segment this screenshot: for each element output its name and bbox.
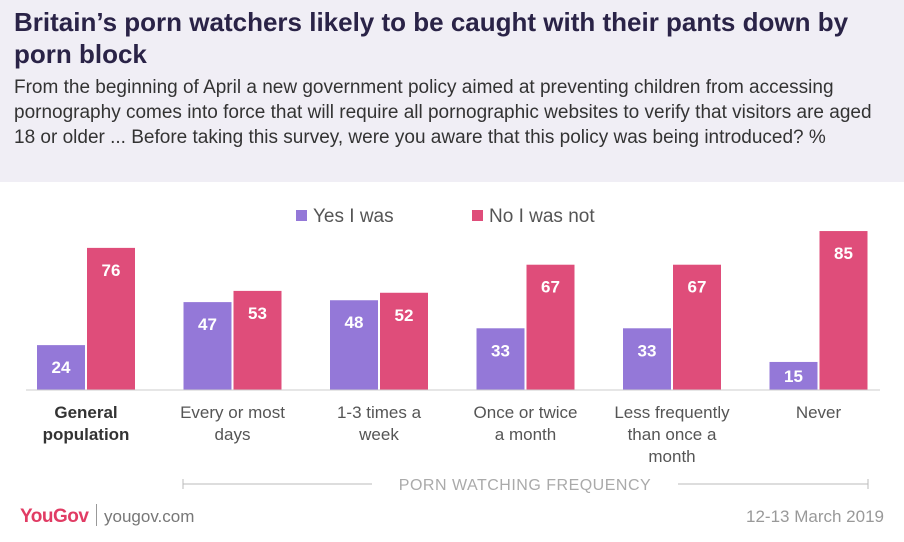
legend-swatch-no xyxy=(472,210,483,221)
category-label-line: Once or twice xyxy=(474,403,578,422)
legend-label-yes: Yes I was xyxy=(313,206,394,227)
value-label-yes-0: 24 xyxy=(52,358,71,377)
category-label-line: Every or most xyxy=(180,403,285,422)
category-label-line: 1-3 times a xyxy=(337,403,422,422)
bar-yes-2 xyxy=(330,300,378,390)
survey-date: 12-13 March 2019 xyxy=(746,507,884,526)
category-label-line: a month xyxy=(495,425,556,444)
header-band: Britain’s porn watchers likely to be cau… xyxy=(0,0,904,182)
category-label-line: week xyxy=(358,425,399,444)
bar-no-4 xyxy=(673,264,721,390)
bar-yes-3 xyxy=(476,328,525,390)
category-label-5: Never xyxy=(796,403,842,422)
category-label-line: Less frequently xyxy=(614,403,730,422)
category-label-0: General population xyxy=(43,403,130,444)
yougov-logo: YouGov xyxy=(20,506,89,527)
value-label-yes-2: 48 xyxy=(345,313,364,332)
category-label-2: 1-3 times a week xyxy=(337,403,422,444)
value-label-yes-4: 33 xyxy=(638,341,657,360)
value-label-no-3: 67 xyxy=(541,278,560,297)
category-label-line: Never xyxy=(796,403,842,422)
bars-group: 24 76 47 53 48 52 33 67 33 67 15 85 xyxy=(37,231,868,390)
section-bracket: PORN WATCHING FREQUENCY xyxy=(182,477,869,494)
value-label-no-0: 76 xyxy=(102,261,121,280)
value-label-yes-5: 15 xyxy=(784,367,803,386)
value-label-no-1: 53 xyxy=(248,304,267,323)
bar-no-0 xyxy=(87,247,135,390)
chart-title: Britain’s porn watchers likely to be cau… xyxy=(14,7,849,69)
bar-no-2 xyxy=(380,292,428,390)
bar-no-3 xyxy=(526,264,575,390)
chart-subtitle: From the beginning of April a new govern… xyxy=(14,77,872,148)
legend: Yes I was No I was not xyxy=(296,206,595,227)
category-label-line: General xyxy=(54,403,117,422)
category-label-1: Every or most days xyxy=(180,403,285,444)
bar-no-5 xyxy=(819,231,868,390)
value-label-no-2: 52 xyxy=(395,306,414,325)
section-label: PORN WATCHING FREQUENCY xyxy=(399,477,651,494)
value-label-yes-3: 33 xyxy=(491,341,510,360)
category-label-line: population xyxy=(43,425,130,444)
value-label-yes-1: 47 xyxy=(198,315,217,334)
legend-swatch-yes xyxy=(296,210,307,221)
category-label-4: Less frequently than once a month xyxy=(614,403,730,466)
footer-url[interactable]: yougov.com xyxy=(104,507,195,526)
category-label-line: days xyxy=(215,425,251,444)
legend-label-no: No I was not xyxy=(489,206,595,227)
bar-yes-5 xyxy=(769,361,818,390)
category-label-3: Once or twice a month xyxy=(474,403,578,444)
bar-no-1 xyxy=(233,290,282,390)
category-label-line: than once a xyxy=(628,425,717,444)
category-label-line: month xyxy=(648,447,695,466)
value-label-no-5: 85 xyxy=(834,244,853,263)
bar-yes-0 xyxy=(37,345,85,390)
bar-chart: Yes I was No I was not 24 76 47 53 48 52 33 67 33… xyxy=(26,206,880,494)
bar-yes-1 xyxy=(183,302,232,390)
bar-yes-4 xyxy=(623,328,671,390)
footer-divider xyxy=(96,504,97,526)
category-labels: General population Every or most days 1-3 ti… xyxy=(43,403,842,466)
value-label-no-4: 67 xyxy=(688,278,707,297)
